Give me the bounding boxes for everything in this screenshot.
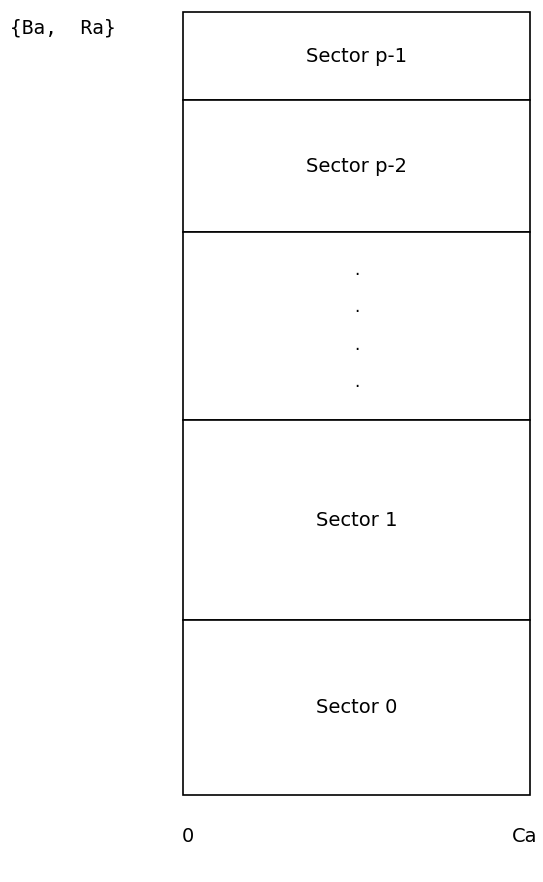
Text: Sector p-1: Sector p-1 <box>306 47 407 65</box>
Text: Sector 1: Sector 1 <box>315 511 397 529</box>
Text: .: . <box>354 373 359 392</box>
Text: Sector p-2: Sector p-2 <box>306 156 407 176</box>
Text: Sector 0: Sector 0 <box>316 698 397 717</box>
Text: 0: 0 <box>182 827 194 847</box>
Bar <box>183 620 530 795</box>
Bar <box>183 12 530 100</box>
Bar <box>183 420 530 620</box>
Text: .: . <box>354 336 359 354</box>
Text: .: . <box>354 260 359 279</box>
Bar <box>183 232 530 420</box>
Text: Ca: Ca <box>512 827 538 847</box>
Bar <box>183 100 530 232</box>
Text: .: . <box>354 298 359 317</box>
Text: {Ba,  Ra}: {Ba, Ra} <box>10 19 116 38</box>
